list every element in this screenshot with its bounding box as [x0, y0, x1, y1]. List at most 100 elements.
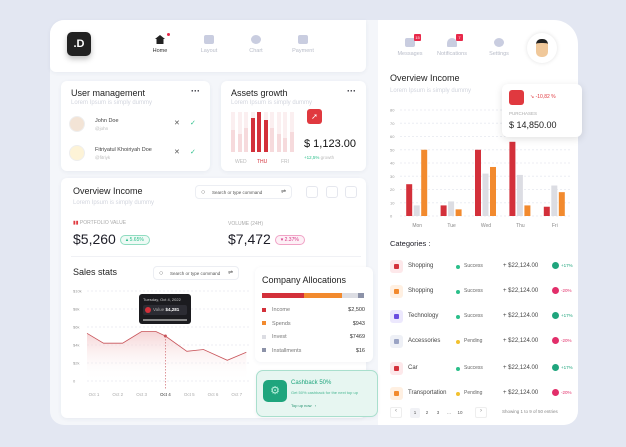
allocation-label: Income [272, 307, 291, 313]
legend-swatch [262, 307, 266, 312]
avatar-face [536, 39, 548, 57]
card-subtitle: Lorem Ipsum is simply dummy [73, 200, 155, 206]
mini-bar [270, 128, 274, 152]
card-subtitle: Lorem Ipsum is simply dummy [390, 88, 472, 94]
nav-layout[interactable]: Layout [189, 35, 229, 54]
category-change: -20% [561, 338, 572, 343]
mini-bar [283, 138, 287, 152]
growth-value: +12,5% [304, 155, 320, 160]
gear-icon [494, 38, 504, 47]
y-tick-label: $2k [73, 361, 79, 366]
category-row[interactable]: Accessories Pending + $22,124.00 -20% [390, 335, 572, 349]
profile-avatar[interactable] [527, 33, 557, 63]
search-icon: ○ [159, 270, 164, 277]
tooltip-value-row: Value $4,281 [143, 305, 187, 315]
sales-search-input[interactable]: ○ Search or type command ⇌ [153, 266, 239, 280]
tooltip-value: $4,281 [165, 307, 180, 312]
bar [455, 209, 462, 216]
bell-icon [447, 38, 457, 47]
x-tick-label: Oct 2 [112, 392, 123, 397]
accept-icon[interactable]: ✓ [190, 120, 196, 127]
purchase-change: ↘ -10,82 % [530, 94, 556, 100]
mini-bar-track [276, 112, 281, 152]
category-row[interactable]: Technology Success + $22,124.00 +17% [390, 310, 573, 324]
bar [413, 205, 420, 216]
mini-bar [244, 128, 248, 152]
notifications-button[interactable]: Notifications 7 [432, 34, 472, 57]
cashback-card[interactable]: ⚙ Cashback 50% Get 50% cashback for the … [256, 370, 378, 417]
page-button[interactable]: 2 [425, 410, 429, 415]
mini-bar-track [289, 112, 294, 152]
category-row[interactable]: Shopping Success + $22,124.00 +17% [390, 260, 573, 274]
search-icon: ○ [201, 189, 206, 196]
x-tick-label: Tue [447, 223, 456, 229]
nav-chart[interactable]: Chart [236, 35, 276, 54]
messages-button[interactable]: Messages 15 [390, 34, 430, 57]
y-tick-label: 50 [390, 147, 395, 152]
category-row[interactable]: Transportation Pending + $22,124.00 -20% [390, 387, 572, 401]
bell-icon[interactable] [326, 186, 338, 198]
page-button[interactable]: 1 [410, 408, 420, 418]
settings-button[interactable]: Settings [479, 38, 519, 57]
mini-bar [231, 130, 235, 152]
accept-icon[interactable]: ✓ [190, 149, 196, 156]
more-icon[interactable]: ··· [347, 86, 356, 96]
page-button[interactable]: 3 [436, 410, 440, 415]
volume-amount: $7,472 [228, 231, 271, 247]
filter-icon[interactable]: ⇌ [280, 189, 286, 195]
company-allocations-card: Company Allocations [255, 267, 373, 362]
status-dot [456, 392, 460, 396]
allocation-label: Installments [272, 347, 302, 354]
nav-home[interactable]: Home [140, 33, 180, 54]
y-tick-label: $6k [73, 325, 79, 330]
y-tick-label: $8k [73, 307, 79, 312]
more-icon[interactable]: ··· [191, 86, 200, 96]
bar [524, 205, 531, 216]
chat-icon[interactable] [306, 186, 318, 198]
nav-label: Payment [292, 48, 314, 54]
status-dot [456, 367, 460, 371]
y-tick-label: 10 [390, 200, 395, 205]
day-label: FRI [281, 159, 290, 165]
purchases-amount: $ 14,850.00 [509, 120, 557, 130]
reject-icon[interactable]: ✕ [174, 120, 180, 127]
reject-icon[interactable]: ✕ [174, 149, 180, 156]
allocation-item: Income $2,500 [262, 307, 365, 313]
category-amount: + $22,124.00 [503, 338, 539, 344]
allocation-value: $16 [355, 347, 365, 354]
search-input[interactable]: ○ Search or type command ⇌ [195, 185, 292, 199]
category-row[interactable]: Shopping Success + $22,124.00 -20% [390, 285, 572, 299]
card-title: User management [71, 88, 146, 98]
nav-payment[interactable]: Payment [283, 35, 323, 54]
filter-icon[interactable]: ⇌ [227, 270, 233, 276]
allocation-segment [262, 293, 305, 298]
page-button[interactable]: 10 [457, 410, 463, 415]
x-tick-label: Oct 3 [136, 392, 147, 397]
y-tick-label: 70 [390, 121, 395, 126]
allocation-segment [358, 293, 364, 298]
divider [71, 256, 361, 257]
bar [421, 149, 428, 216]
category-change: -20% [561, 390, 572, 395]
next-page-button[interactable]: › [475, 407, 487, 418]
search-placeholder: Search or type command [212, 190, 263, 195]
category-name: Car [408, 365, 418, 371]
bar [551, 185, 558, 216]
category-amount: + $22,124.00 [503, 313, 539, 319]
active-dot [167, 33, 170, 36]
mini-bar-track [257, 112, 261, 152]
category-status: Success [464, 288, 483, 294]
card-title: Company Allocations [262, 275, 347, 285]
mini-bar-track [237, 112, 242, 152]
category-row[interactable]: Car Success + $22,124.00 +17% [390, 362, 573, 376]
prev-page-button[interactable]: ‹ [390, 407, 402, 418]
home-icon [155, 35, 165, 44]
user-handle: @fitriyk [95, 155, 111, 160]
x-tick-label: Oct 7 [231, 392, 242, 397]
category-amount: + $22,124.00 [503, 365, 539, 371]
user-icon[interactable] [345, 186, 357, 198]
day-label: WED [235, 159, 247, 165]
top-up-link[interactable]: Top up now › [291, 403, 317, 408]
y-tick-label: 80 [390, 108, 395, 113]
y-tick-label: $10k [73, 289, 82, 294]
